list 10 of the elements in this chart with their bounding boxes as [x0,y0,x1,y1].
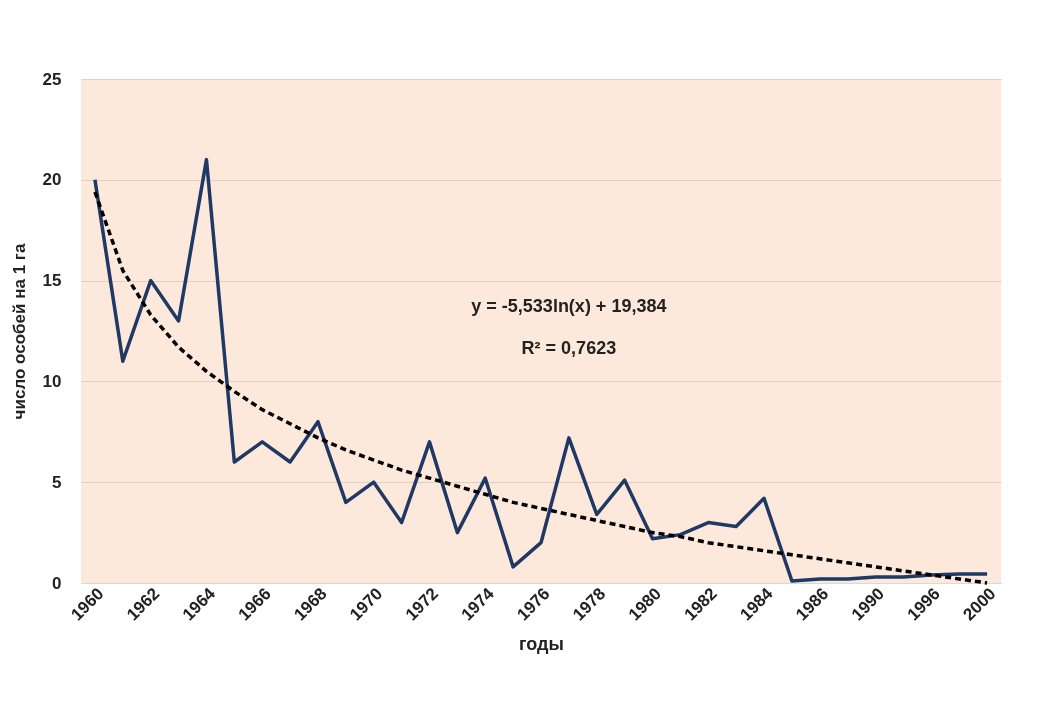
y-tick-label: 0 [52,573,62,593]
y-axis-title: число особей на 1 га [9,243,29,420]
y-tick-label: 10 [42,371,62,391]
annotation: y = -5,533ln(x) + 19,384 [471,295,667,316]
x-axis-title: годы [519,633,564,654]
annotation: R² = 0,7623 [521,338,617,359]
y-tick-label: 20 [42,170,62,190]
y-tick-label: 5 [52,472,62,492]
y-tick-label: 15 [42,271,62,291]
y-tick-label: 25 [42,69,62,89]
